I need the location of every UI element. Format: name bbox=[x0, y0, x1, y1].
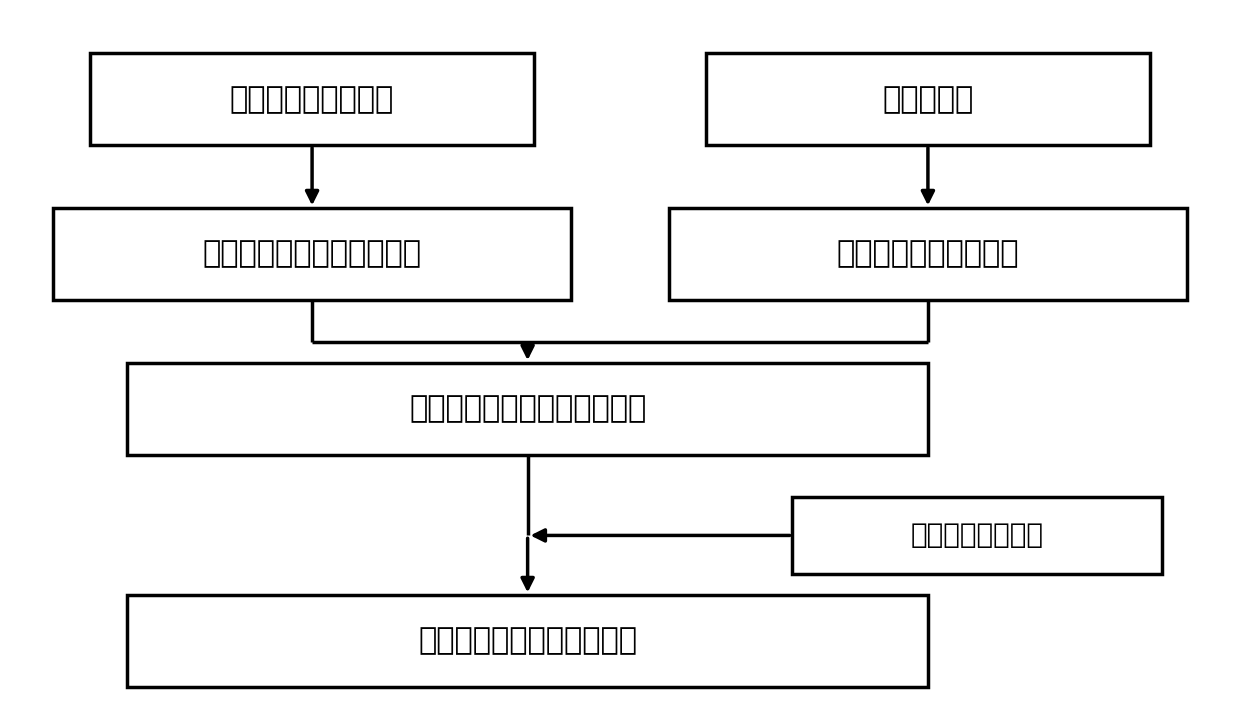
Bar bbox=[707, 53, 1149, 145]
Text: 公交车站附近总的交通噪声: 公交车站附近总的交通噪声 bbox=[418, 627, 637, 656]
Text: 其他车辆交通噪声: 其他车辆交通噪声 bbox=[910, 521, 1044, 550]
Bar bbox=[53, 208, 570, 300]
Text: 排队论理论: 排队论理论 bbox=[883, 85, 973, 114]
Text: 公交车停靠站泊位分布: 公交车停靠站泊位分布 bbox=[837, 239, 1019, 268]
Text: 考虑公交车行驶状态: 考虑公交车行驶状态 bbox=[229, 85, 394, 114]
Bar bbox=[128, 595, 928, 686]
Bar bbox=[128, 363, 928, 454]
Bar bbox=[91, 53, 533, 145]
Text: 计算单辆公交车的交通噪声: 计算单辆公交车的交通噪声 bbox=[202, 239, 422, 268]
Bar bbox=[792, 497, 1162, 574]
Text: 计算单位时间公交车交通噪声: 计算单位时间公交车交通噪声 bbox=[409, 394, 646, 423]
Bar bbox=[670, 208, 1187, 300]
